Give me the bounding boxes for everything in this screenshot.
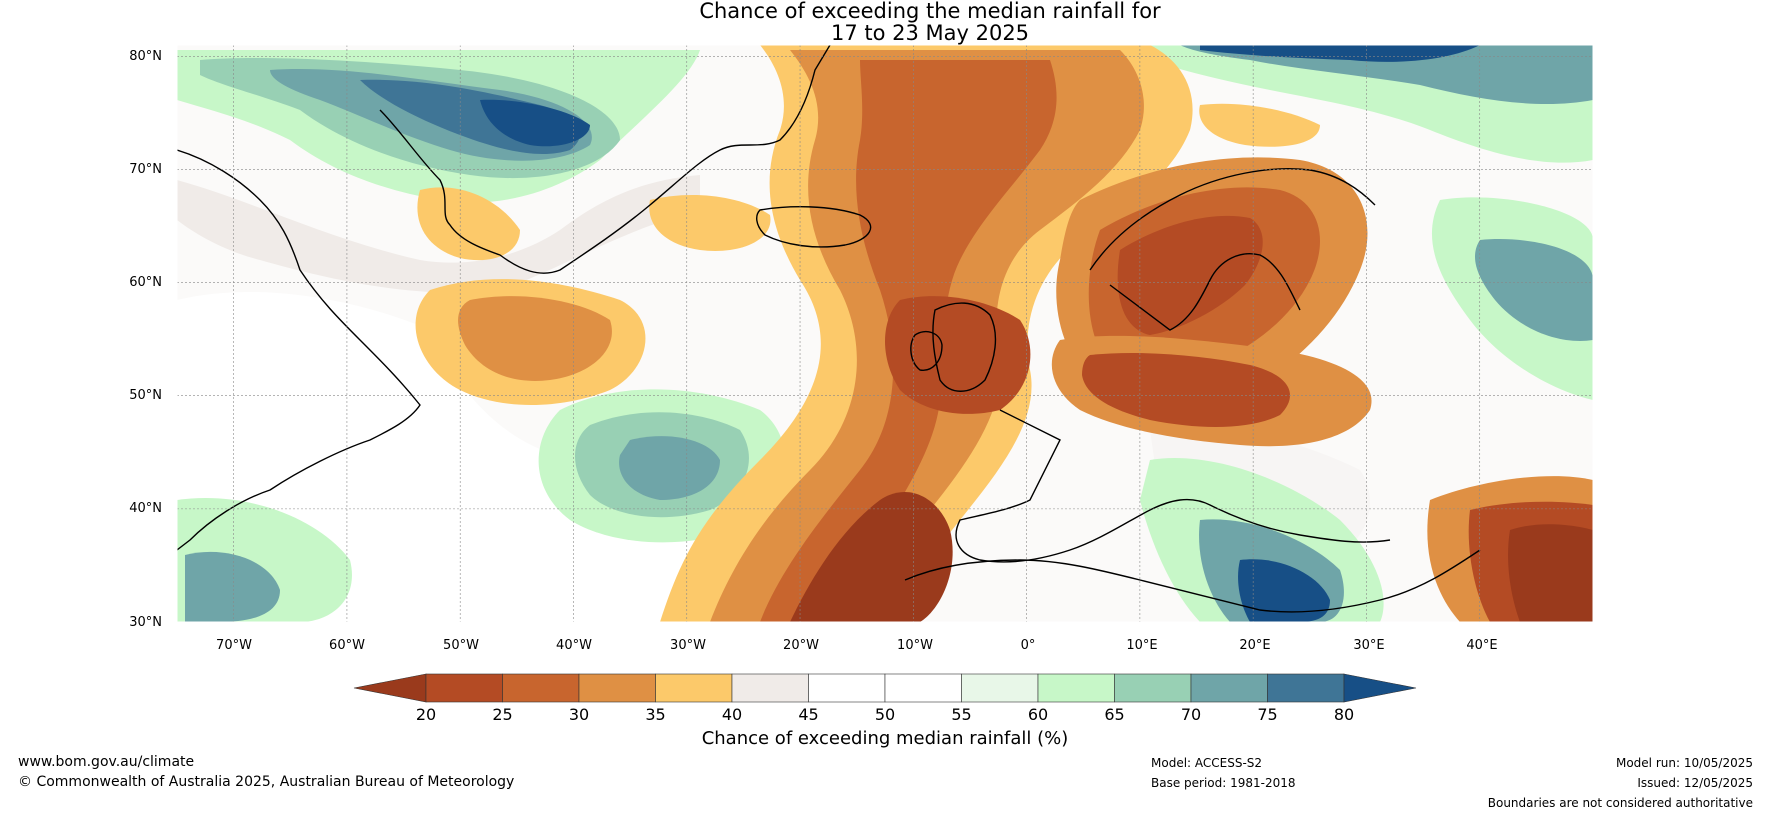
lon-label-70w: 70°W: [216, 638, 252, 653]
colorbar-tick-label: 60: [1028, 705, 1048, 724]
map-frame: [176, 44, 1594, 623]
lon-label-0: 0°: [1021, 638, 1036, 653]
colorbar-segment: [1267, 673, 1345, 703]
footer-model: Model: ACCESS-S2: [1151, 756, 1263, 770]
colorbar-tick-label: 50: [875, 705, 895, 724]
colorbar-tick-label: 80: [1334, 705, 1354, 724]
lat-label-50n: 50°N: [129, 388, 162, 403]
footer-model-run: Model run: 10/05/2025: [1615, 756, 1753, 770]
footer-copyright: © Commonwealth of Australia 2025, Austra…: [18, 774, 515, 790]
lat-label-80n: 80°N: [129, 49, 162, 64]
lon-label-50w: 50°W: [443, 638, 479, 653]
lat-label-40n: 40°N: [129, 501, 162, 516]
lon-label-30w: 30°W: [670, 638, 706, 653]
footer-website[interactable]: www.bom.gov.au/climate: [18, 754, 195, 770]
colorbar-segment: [1037, 673, 1115, 703]
lon-label-40w: 40°W: [556, 638, 592, 653]
europe-coast: [955, 409, 1391, 563]
colorbar-segment: [425, 673, 503, 703]
wet-region-greenland: [480, 99, 590, 147]
colorbar-tick-label: 20: [416, 705, 436, 724]
wet-region-arctic-east: [1200, 45, 1480, 62]
colorbar-segment: [1190, 673, 1268, 703]
dry-region-central-atlantic: [790, 491, 953, 622]
colorbar-tick-label: 55: [951, 705, 971, 724]
footer-disclaimer: Boundaries are not considered authoritat…: [1487, 796, 1753, 810]
map-title-line2: 17 to 23 May 2025: [830, 21, 1030, 45]
wet-region-north-africa: [185, 551, 280, 622]
colorbar-segment: [1114, 673, 1192, 703]
dry-region-iceland-area: [649, 195, 771, 251]
colorbar-segment: [731, 673, 809, 703]
north-africa-coast: [904, 549, 1481, 613]
lon-label-30e: 30°E: [1353, 638, 1384, 653]
iceland-coast: [756, 206, 872, 248]
lon-label-40e: 40°E: [1466, 638, 1497, 653]
lon-label-20w: 20°W: [783, 638, 819, 653]
colorbar-ticks: 20 25 30 35 40 45 50 55 60 65 70 75 80: [416, 705, 1354, 724]
colorbar-extend-low: [353, 673, 427, 703]
lat-label-60n: 60°N: [129, 275, 162, 290]
north-america-coast: [177, 149, 421, 551]
wet-region-atlantic: [619, 436, 720, 500]
lon-label-10e: 10°E: [1126, 638, 1157, 653]
footer-issued: Issued: 12/05/2025: [1637, 776, 1753, 790]
british-isles-coast: [932, 302, 997, 392]
colorbar-label: Chance of exceeding median rainfall (%): [702, 728, 1069, 749]
colorbar-tick-label: 45: [798, 705, 818, 724]
dry-region-central-europe: [1082, 353, 1290, 427]
wet-region-arctic-east: [1180, 45, 1593, 105]
lat-label-30n: 30°N: [129, 615, 162, 630]
colorbar-tick-label: 40: [722, 705, 742, 724]
colorbar-segment: [502, 673, 580, 703]
dry-region-north: [1199, 103, 1320, 147]
ireland-coast: [910, 330, 943, 371]
colorbar-segment: [655, 673, 733, 703]
map-title-line1: Chance of exceeding the median rainfall …: [699, 0, 1161, 23]
colorbar-segment: [808, 673, 886, 703]
colorbar-tick-label: 30: [569, 705, 589, 724]
wet-region-russia: [1475, 239, 1593, 341]
colorbar-extend-high: [1343, 673, 1417, 703]
colorbar-tick-label: 70: [1181, 705, 1201, 724]
colorbar-tick-label: 25: [492, 705, 512, 724]
colorbar-tick-label: 65: [1104, 705, 1124, 724]
colorbar: [353, 673, 1417, 703]
wet-region-mediterranean: [1238, 559, 1330, 622]
colorbar-tick-label: 35: [645, 705, 665, 724]
near-median-region: [177, 175, 700, 293]
coastlines: [177, 45, 1481, 613]
dry-region-scandinavia: [1117, 215, 1263, 335]
colorbar-segment: [961, 673, 1039, 703]
colorbar-segment: [578, 673, 656, 703]
greenland-coast: [379, 45, 831, 274]
colorbar-tick-label: 75: [1257, 705, 1277, 724]
footer-base-period: Base period: 1981-2018: [1151, 776, 1296, 790]
lon-label-60w: 60°W: [329, 638, 365, 653]
dry-region-south-greenland: [417, 187, 520, 261]
scandinavia-coast: [1089, 168, 1376, 331]
colorbar-segment: [884, 673, 962, 703]
lat-label-70n: 70°N: [129, 162, 162, 177]
rainfall-field: [177, 45, 1593, 622]
dry-region-middle-east: [1508, 524, 1593, 622]
lon-label-20e: 20°E: [1239, 638, 1270, 653]
lon-label-10w: 10°W: [897, 638, 933, 653]
